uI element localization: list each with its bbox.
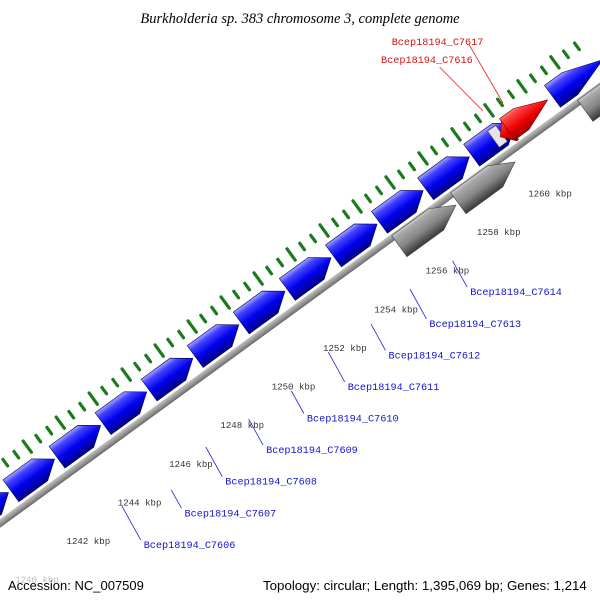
svg-text:Bcep18194_C7613: Bcep18194_C7613: [429, 320, 521, 331]
svg-text:1256 kbp: 1256 kbp: [426, 266, 470, 277]
svg-text:1244 kbp: 1244 kbp: [118, 497, 162, 508]
svg-text:1252 kbp: 1252 kbp: [323, 343, 367, 354]
svg-text:Bcep18194_C7607: Bcep18194_C7607: [185, 509, 277, 520]
svg-text:Bcep18194_C7610: Bcep18194_C7610: [307, 415, 399, 426]
svg-text:Bcep18194_C7612: Bcep18194_C7612: [389, 351, 481, 362]
svg-text:1254 kbp: 1254 kbp: [374, 304, 418, 315]
svg-text:1242 kbp: 1242 kbp: [67, 536, 111, 547]
svg-text:Bcep18194_C7614: Bcep18194_C7614: [470, 288, 562, 299]
svg-text:Bcep18194_C7609: Bcep18194_C7609: [266, 446, 358, 457]
svg-text:1258 kbp: 1258 kbp: [477, 227, 521, 238]
svg-text:Bcep18194_C7611: Bcep18194_C7611: [348, 383, 440, 394]
svg-text:Bcep18194_C7617: Bcep18194_C7617: [392, 38, 484, 49]
svg-text:1246 kbp: 1246 kbp: [169, 459, 213, 470]
svg-text:1260 kbp: 1260 kbp: [528, 189, 572, 200]
svg-text:1250 kbp: 1250 kbp: [272, 382, 316, 393]
svg-text:Bcep18194_C7608: Bcep18194_C7608: [225, 478, 317, 489]
svg-text:1248 kbp: 1248 kbp: [220, 420, 264, 431]
svg-text:Bcep18194_C7606: Bcep18194_C7606: [144, 541, 236, 552]
svg-text:Bcep18194_C7616: Bcep18194_C7616: [381, 56, 473, 67]
